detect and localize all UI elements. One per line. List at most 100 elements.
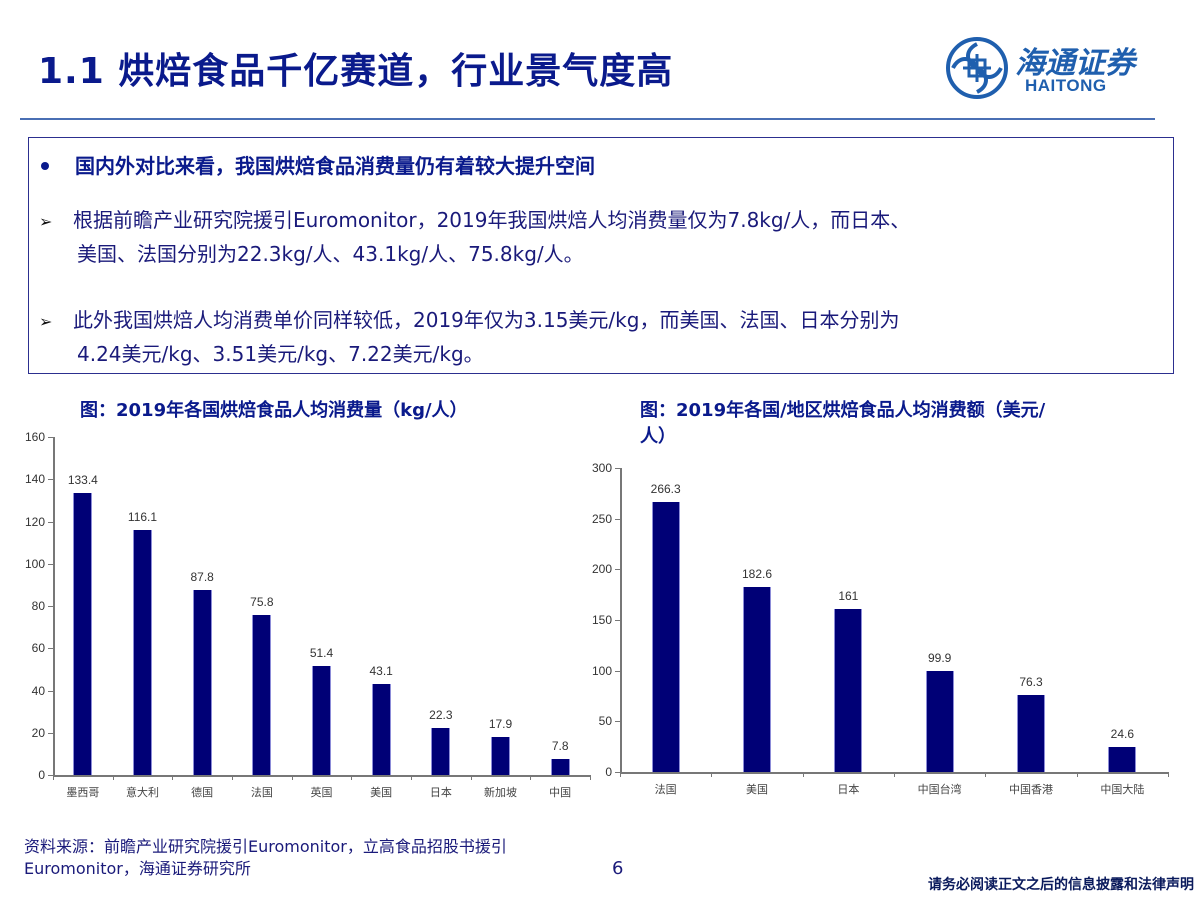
x-tick <box>470 775 472 780</box>
y-tick-label: 160 <box>24 430 45 444</box>
y-tick-label: 100 <box>24 556 45 571</box>
chart-2-title: 图：2019年各国/地区烘焙食品人均消费额（美元/ 人） <box>640 400 1046 447</box>
x-tick <box>351 775 353 780</box>
category-label: 法国 <box>250 786 273 799</box>
y-tick <box>615 569 620 571</box>
haitong-logo-icon <box>946 37 1008 99</box>
data-label: 76.3 <box>1019 674 1043 689</box>
summary-point-1: ➢ 根据前瞻产业研究院援引Euromonitor，2019年我国烘焙人均消费量仅为… <box>39 208 911 266</box>
y-tick <box>615 721 620 723</box>
y-tick-label: 150 <box>591 613 612 627</box>
bar <box>491 737 510 775</box>
y-tick <box>48 606 53 607</box>
y-tick-label: 100 <box>591 663 612 678</box>
y-tick <box>48 521 53 523</box>
category-label: 德国 <box>191 786 214 799</box>
chart-1-title: 图：2019年各国烘焙食品人均消费量（kg/人） <box>80 400 468 421</box>
y-tick <box>48 563 53 565</box>
y-tick-label: 60 <box>31 641 45 656</box>
x-tick <box>172 775 174 780</box>
data-label: 266.3 <box>650 482 681 497</box>
arrow-bullet-icon: ➢ <box>39 312 53 331</box>
page-title: 1.1 烘焙食品千亿赛道，行业景气度高 <box>38 51 674 92</box>
x-tick <box>711 772 713 777</box>
bar <box>743 586 771 772</box>
y-tick-label: 250 <box>591 511 612 526</box>
summary-point-2: ➢ 此外我国烘焙人均消费单价同样较低，2019年仅为3.15美元/kg，而美国、法… <box>39 308 900 366</box>
category-label: 中国大陆 <box>1100 783 1145 796</box>
x-tick <box>1076 772 1078 777</box>
data-label: 17.9 <box>488 717 513 732</box>
data-label: 7.8 <box>551 738 569 753</box>
bar <box>925 670 954 772</box>
y-tick-label: 0 <box>38 768 45 782</box>
y-tick <box>48 732 53 734</box>
page-number: 6 <box>612 858 624 879</box>
y-tick <box>48 775 53 776</box>
x-tick <box>620 772 621 777</box>
y-tick <box>615 620 620 621</box>
y-tick <box>615 518 620 520</box>
y-tick <box>615 468 620 469</box>
summary-box: 国内外对比来看，我国烘焙食品消费量仍有着较大提升空间 ➢ 根据前瞻产业研究院援引E… <box>28 137 1174 374</box>
x-tick <box>411 775 412 780</box>
y-tick <box>615 772 620 773</box>
bar <box>192 589 212 775</box>
y-tick-label: 140 <box>24 472 45 487</box>
data-label: 75.8 <box>250 594 274 609</box>
data-label: 51.4 <box>309 646 334 661</box>
y-tick <box>615 670 620 672</box>
summary-headline: 国内外对比来看，我国烘焙食品消费量仍有着较大提升空间 <box>41 150 595 179</box>
category-label: 英国 <box>310 786 333 799</box>
data-label: 87.8 <box>190 569 214 584</box>
header-divider <box>20 118 1155 120</box>
category-label: 意大利 <box>126 786 159 799</box>
bar <box>1108 747 1137 772</box>
y-tick <box>48 437 53 438</box>
x-tick <box>112 775 114 780</box>
y-tick-label: 120 <box>24 514 45 529</box>
y-tick <box>48 648 53 650</box>
data-label: 133.4 <box>67 473 98 488</box>
category-label: 美国 <box>746 783 768 796</box>
y-tick-label: 80 <box>31 599 45 613</box>
bar <box>371 683 391 775</box>
y-tick-label: 0 <box>605 765 612 779</box>
data-label: 99.9 <box>927 650 952 665</box>
category-label: 中国香港 <box>1009 783 1053 796</box>
y-tick-label: 200 <box>591 562 612 577</box>
y-tick <box>48 690 53 692</box>
x-tick <box>802 772 804 777</box>
bar <box>312 666 331 775</box>
category-label: 新加坡 <box>484 786 517 799</box>
data-label: 161 <box>838 588 859 603</box>
x-tick <box>291 775 293 780</box>
y-tick-label: 40 <box>31 683 45 698</box>
logo-text-cn: 海通证券 <box>1015 46 1135 81</box>
arrow-bullet-icon: ➢ <box>39 212 53 231</box>
category-label: 日本 <box>837 783 860 796</box>
haitong-logo: 海通证券 HAITONG <box>945 36 1165 102</box>
y-tick-label: 300 <box>591 461 612 475</box>
bar <box>252 614 272 775</box>
y-tick-label: 50 <box>598 714 612 729</box>
category-label: 墨西哥 <box>66 786 100 799</box>
data-label: 24.6 <box>1110 727 1134 742</box>
category-label: 美国 <box>370 786 393 799</box>
legal-disclaimer: 请务必阅读正文之后的信息披露和法律声明 <box>928 877 1194 893</box>
bar <box>73 493 93 775</box>
x-tick <box>53 775 54 780</box>
bar <box>133 529 152 775</box>
data-label: 182.6 <box>741 566 773 581</box>
data-label: 43.1 <box>369 663 393 678</box>
x-tick <box>985 772 987 777</box>
source-note: 资料来源：前瞻产业研究院援引Euromonitor，立高食品招股书援引 Euro… <box>24 837 507 878</box>
logo-text-en: HAITONG <box>1025 76 1107 95</box>
bullet-dot-icon <box>41 161 49 170</box>
y-tick <box>48 479 53 481</box>
data-label: 116.1 <box>127 509 158 524</box>
x-axis <box>53 775 590 777</box>
x-tick <box>1168 772 1169 777</box>
data-label: 22.3 <box>429 707 453 722</box>
bar <box>550 758 570 775</box>
